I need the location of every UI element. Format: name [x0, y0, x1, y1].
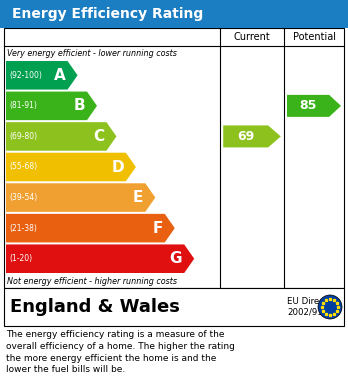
Polygon shape — [6, 153, 136, 181]
Text: Potential: Potential — [293, 32, 335, 42]
Text: (1-20): (1-20) — [9, 254, 32, 263]
Polygon shape — [6, 122, 117, 151]
Text: England & Wales: England & Wales — [10, 298, 180, 316]
Polygon shape — [6, 214, 175, 242]
Text: (21-38): (21-38) — [9, 224, 37, 233]
Bar — [4, 288, 344, 326]
Bar — [0, 0, 348, 28]
Bar — [4, 28, 344, 288]
Text: 69: 69 — [237, 130, 254, 143]
Text: Current: Current — [234, 32, 270, 42]
Polygon shape — [6, 91, 97, 120]
Text: Not energy efficient - higher running costs: Not energy efficient - higher running co… — [7, 276, 177, 285]
Text: 2002/91/EC: 2002/91/EC — [287, 307, 337, 316]
Text: A: A — [54, 68, 65, 83]
Text: B: B — [73, 99, 85, 113]
Polygon shape — [6, 244, 194, 273]
Text: C: C — [93, 129, 104, 144]
Text: (92-100): (92-100) — [9, 71, 42, 80]
Text: E: E — [133, 190, 143, 205]
Text: F: F — [152, 221, 163, 236]
Text: 85: 85 — [299, 99, 317, 112]
Text: (55-68): (55-68) — [9, 163, 37, 172]
Circle shape — [318, 295, 342, 319]
Polygon shape — [287, 95, 341, 117]
Text: Very energy efficient - lower running costs: Very energy efficient - lower running co… — [7, 48, 177, 57]
Text: Energy Efficiency Rating: Energy Efficiency Rating — [12, 7, 203, 21]
Text: EU Directive: EU Directive — [287, 298, 340, 307]
Text: G: G — [170, 251, 182, 266]
Text: D: D — [111, 160, 124, 174]
Text: The energy efficiency rating is a measure of the
overall efficiency of a home. T: The energy efficiency rating is a measur… — [6, 330, 235, 375]
Polygon shape — [6, 61, 78, 90]
Polygon shape — [6, 183, 155, 212]
Polygon shape — [223, 126, 281, 147]
Text: (81-91): (81-91) — [9, 101, 37, 110]
Text: (39-54): (39-54) — [9, 193, 37, 202]
Text: (69-80): (69-80) — [9, 132, 37, 141]
